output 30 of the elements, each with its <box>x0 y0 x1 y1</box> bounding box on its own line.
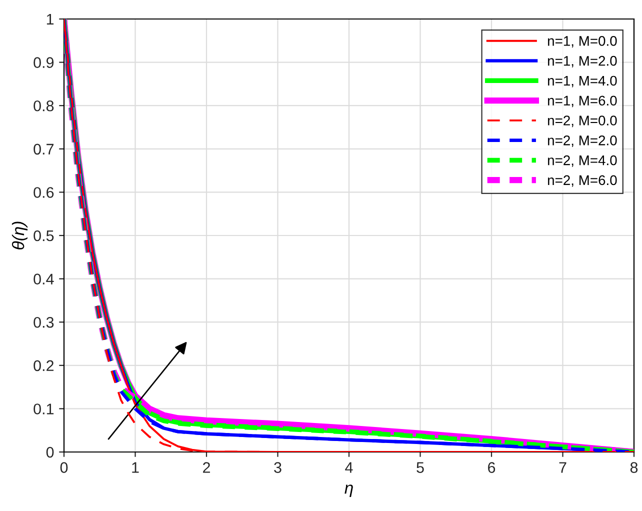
x-tick-label: 2 <box>203 462 210 473</box>
x-tick-label: 5 <box>416 462 424 473</box>
x-tick-label: 1 <box>132 462 139 473</box>
legend-label: n=1, M=2.0 <box>548 56 617 68</box>
y-tick-label: 0.5 <box>34 230 54 242</box>
y-tick-label: 0.4 <box>34 274 54 284</box>
y-tick-label: 0.1 <box>34 404 54 414</box>
y-tick-label: 0.7 <box>34 144 54 155</box>
x-axis-title: η <box>344 484 353 498</box>
x-tick-label: 3 <box>274 462 282 473</box>
y-axis-title: θ(η) <box>12 222 28 250</box>
y-tick-label: 0.8 <box>34 100 54 112</box>
legend-label: n=1, M=0.0 <box>548 36 617 48</box>
y-tick-label: 0 <box>46 446 54 458</box>
legend-label: n=2, M=6.0 <box>548 175 617 187</box>
x-tick-label: 8 <box>630 462 638 473</box>
y-tick-label: 0.2 <box>34 360 54 372</box>
x-tick-label: 4 <box>345 462 353 473</box>
y-tick-label: 0.9 <box>34 57 54 68</box>
legend-label: n=2, M=0.0 <box>548 116 617 128</box>
legend-label: n=2, M=4.0 <box>548 155 617 167</box>
legend-label: n=1, M=4.0 <box>548 76 617 88</box>
x-tick-label: 7 <box>559 462 566 473</box>
x-tick-label: 6 <box>488 462 496 473</box>
y-tick-label: 1 <box>46 14 54 25</box>
legend-label: n=2, M=2.0 <box>548 135 617 147</box>
x-tick-label: 0 <box>60 462 68 473</box>
y-tick-label: 0.6 <box>34 187 54 198</box>
y-tick-label: 0.3 <box>34 316 54 328</box>
legend-label: n=1, M=6.0 <box>548 96 617 108</box>
